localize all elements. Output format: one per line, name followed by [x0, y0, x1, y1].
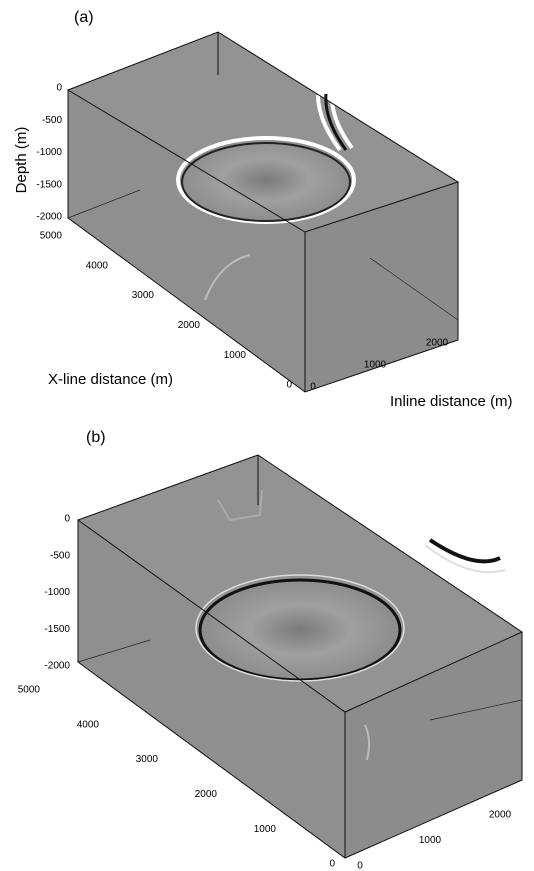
- xline-tick-label: 1000: [224, 350, 247, 361]
- xline-tick-label: 3000: [132, 290, 155, 301]
- hidden-edge: [77, 639, 523, 721]
- xline-tick-label: 4000: [77, 719, 100, 730]
- axis-title: X-line distance (m): [48, 371, 173, 388]
- depth-tick-label: -2000: [36, 212, 62, 223]
- wavefront: [195, 574, 405, 682]
- wavefront: [428, 538, 501, 564]
- inline-tick-label: 1000: [419, 835, 442, 846]
- wavefront: [316, 91, 354, 152]
- depth-tick-label: 0: [64, 514, 70, 525]
- panel-label: (a): [74, 9, 94, 26]
- xline-tick-label: 3000: [136, 754, 159, 765]
- xline-tick-label: 0: [329, 859, 335, 870]
- side-face: [345, 632, 522, 858]
- front-face: [78, 520, 345, 858]
- cube-a: [66, 31, 460, 393]
- xline-tick-label: 0: [286, 380, 292, 391]
- depth-tick-label: -1000: [36, 147, 62, 158]
- inline-tick-label: 0: [357, 861, 363, 871]
- wavefront: [217, 489, 263, 522]
- wavefront: [424, 544, 506, 574]
- depth-tick-label: -1500: [44, 624, 70, 635]
- depth-tick-label: -1500: [36, 179, 62, 190]
- depth-tick-label: -500: [42, 115, 62, 126]
- axis-title: Depth (m): [13, 127, 30, 194]
- inline-tick-label: 0: [310, 382, 316, 393]
- wavefront: [204, 254, 251, 301]
- xline-tick-label: 4000: [86, 260, 109, 271]
- inline-tick-label: 2000: [489, 810, 512, 821]
- axis-title: Inline distance (m): [390, 393, 513, 410]
- wavefront: [198, 578, 402, 682]
- depth-tick-label: -1000: [44, 587, 70, 598]
- depth-tick-label: -2000: [44, 661, 70, 672]
- cube-edges: [76, 454, 524, 859]
- cube-b: [76, 454, 524, 859]
- top-face: [68, 32, 458, 232]
- inline-tick-label: 1000: [364, 360, 387, 371]
- depth-tick-label: -500: [50, 550, 70, 561]
- inline-tick-label: 2000: [426, 338, 449, 349]
- hidden-edge: [67, 189, 459, 321]
- xline-tick-label: 2000: [195, 789, 218, 800]
- side-face: [305, 182, 458, 392]
- xline-tick-label: 5000: [40, 231, 63, 242]
- cube-edges: [66, 31, 460, 393]
- wavefront: [364, 724, 371, 761]
- xline-tick-label: 5000: [18, 685, 41, 696]
- panel-label: (b): [86, 429, 106, 446]
- wavefront: [181, 142, 351, 222]
- front-face: [68, 90, 305, 392]
- depth-tick-label: 0: [56, 83, 62, 94]
- xline-tick-label: 2000: [178, 320, 201, 331]
- xline-tick-label: 1000: [254, 824, 277, 835]
- wavefront: [324, 93, 348, 151]
